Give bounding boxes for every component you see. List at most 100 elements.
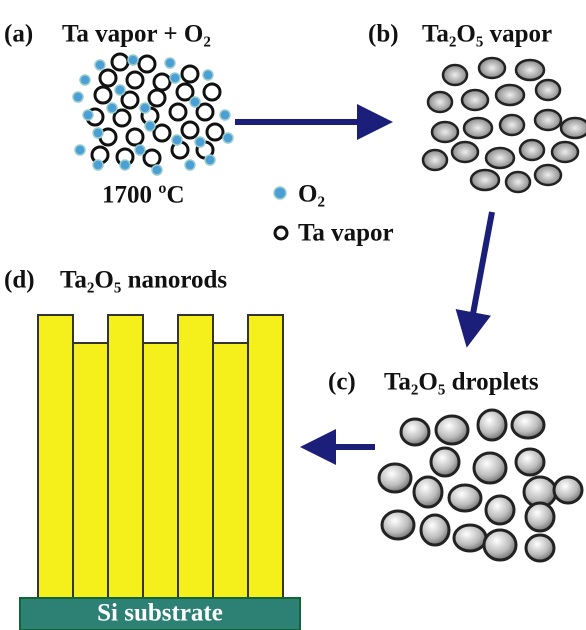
nanorod	[143, 343, 178, 598]
ta-atom	[154, 74, 170, 90]
ta-atom	[127, 129, 143, 145]
o2-molecule	[170, 73, 180, 83]
ta-atom	[149, 90, 165, 106]
o2-molecule	[203, 70, 213, 80]
diagram: (a) Ta vapor + O₂ 1700 ºC (b) Ta₂O₅ vapo…	[0, 0, 586, 630]
oxide-vapor	[464, 118, 492, 138]
droplet	[484, 530, 516, 560]
nanorod	[108, 315, 143, 598]
ta-atom	[139, 56, 155, 72]
o2-molecule	[223, 133, 233, 143]
ta-atom	[182, 66, 198, 82]
ta-atom	[144, 150, 160, 166]
o2-molecule	[115, 85, 125, 95]
droplet	[414, 477, 442, 507]
o2-molecule	[80, 75, 90, 85]
o2-molecule	[140, 103, 150, 113]
nanorod	[213, 343, 248, 598]
nanorods	[38, 315, 283, 598]
oxide-vapor	[432, 122, 458, 142]
panel-title: Ta vapor + O₂	[62, 21, 211, 48]
ta-atom	[197, 104, 213, 120]
droplet	[478, 410, 506, 440]
ta-atom	[204, 84, 220, 100]
o2-molecule	[120, 160, 130, 170]
droplet	[421, 515, 449, 545]
oxide-vapor	[535, 110, 561, 130]
substrate-label: Si substrate	[97, 600, 223, 627]
panel-letter: (d)	[4, 267, 35, 294]
oxide-vapor	[535, 165, 561, 185]
vapor-cluster	[423, 58, 586, 192]
droplet	[474, 453, 506, 483]
legend-o2-marker	[274, 187, 286, 199]
o2-molecule	[152, 165, 162, 175]
o2-molecule	[83, 110, 93, 120]
oxide-vapor	[486, 148, 514, 168]
o2-molecule	[128, 55, 138, 65]
ta-atom	[170, 104, 186, 120]
ta-atom	[207, 124, 223, 140]
oxide-vapor	[506, 172, 530, 192]
o2-molecule	[185, 160, 195, 170]
droplet	[512, 412, 544, 438]
legend-label: Ta vapor	[298, 220, 394, 247]
temperature: 1700 ºC	[102, 182, 185, 209]
oxide-vapor	[443, 65, 467, 85]
ta-atom	[114, 110, 130, 126]
oxide-vapor	[428, 92, 452, 112]
o2-molecule	[165, 58, 175, 68]
panel-title: Ta₂O₅ nanorods	[60, 267, 227, 294]
droplet	[436, 416, 468, 444]
droplet	[454, 525, 486, 551]
ta-atom	[154, 125, 170, 141]
oxide-vapor	[552, 142, 578, 162]
o2-molecule	[135, 145, 145, 155]
oxide-vapor	[496, 85, 524, 105]
oxide-vapor	[479, 58, 505, 78]
o2-molecule	[93, 160, 103, 170]
oxide-vapor	[471, 170, 499, 190]
o2-molecule	[190, 97, 200, 107]
o2-molecule	[172, 135, 182, 145]
ta-vapor-cluster	[73, 54, 233, 175]
droplet	[526, 535, 554, 561]
legend-ta-marker	[275, 227, 287, 239]
ta-atom	[95, 87, 111, 103]
panel-letter: (a)	[4, 21, 33, 48]
ta-atom	[100, 70, 116, 86]
oxide-vapor	[516, 60, 544, 80]
droplet	[382, 511, 414, 539]
oxide-vapor	[520, 140, 544, 160]
droplet	[401, 419, 429, 445]
nanorod	[178, 315, 213, 598]
droplet	[516, 449, 544, 475]
oxide-vapor	[462, 90, 488, 110]
o2-molecule	[205, 155, 215, 165]
o2-molecule	[195, 137, 205, 147]
o2-molecule	[93, 128, 103, 138]
droplet	[431, 448, 459, 476]
panel-letter: (b)	[368, 21, 399, 48]
o2-molecule	[220, 110, 230, 120]
legend-label: O₂	[298, 181, 325, 208]
droplet	[379, 464, 411, 492]
o2-molecule	[107, 103, 117, 113]
o2-molecule	[73, 92, 83, 102]
ta-atom	[122, 92, 138, 108]
nanorod	[248, 315, 283, 598]
o2-molecule	[75, 145, 85, 155]
o2-molecule	[95, 60, 105, 70]
panel-title: Ta₂O₅ vapor	[422, 21, 552, 48]
ta-atom	[182, 122, 198, 138]
panel-title: Ta₂O₅ droplets	[384, 369, 539, 396]
droplet	[526, 503, 554, 531]
nanorod	[38, 315, 73, 598]
droplet	[554, 477, 582, 503]
o2-molecule	[145, 121, 155, 131]
oxide-vapor	[452, 142, 478, 162]
droplet	[486, 496, 514, 524]
droplet-cluster	[379, 410, 582, 561]
nanorod	[73, 343, 108, 598]
oxide-vapor	[500, 115, 524, 135]
